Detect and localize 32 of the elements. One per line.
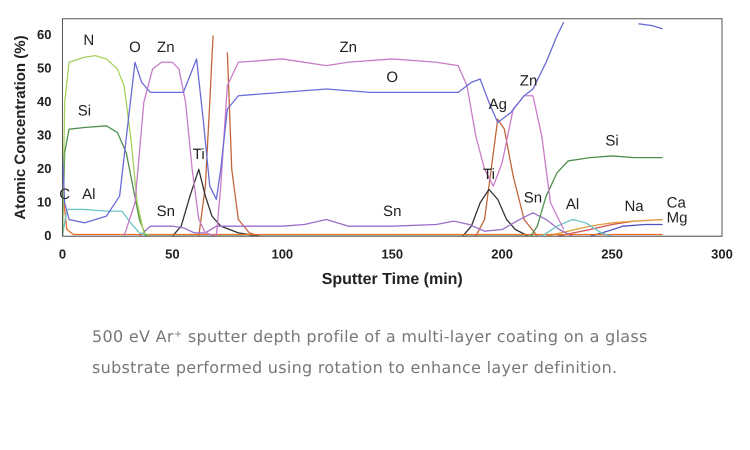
text: 500 eV Ar⁺ sputter depth profile of a multi-layer coating on a glass substrate performed using rotation to enhance layer definition. — [92, 326, 649, 379]
annotation: Mg — [666, 210, 688, 227]
annotation: N — [83, 32, 94, 50]
annotation: Zn — [157, 38, 175, 56]
y-tick-label: 40 — [36, 94, 52, 109]
annotation: Zn — [340, 38, 358, 56]
x-tick-label: 50 — [165, 246, 180, 262]
x-tick-label: 150 — [381, 246, 404, 262]
x-axis-title: Sputter Time (min) — [322, 270, 463, 288]
y-tick-label: 30 — [36, 127, 52, 142]
annotation: Zn — [520, 72, 538, 90]
annotation: Si — [605, 132, 619, 150]
x-tick-label: 300 — [711, 246, 733, 262]
x-tick-label: 100 — [271, 246, 294, 262]
annotation: O — [386, 69, 398, 86]
y-tick-label: 60 — [36, 27, 52, 42]
annotation: Ti — [192, 146, 205, 163]
y-tick-label: 0 — [44, 228, 52, 243]
annotation: O — [129, 38, 141, 56]
annotation: Si — [78, 102, 92, 120]
annotation: Sn — [524, 189, 542, 206]
y-tick-label: 10 — [36, 194, 52, 210]
annotation: Al — [566, 196, 580, 214]
y-tick-label: 20 — [36, 160, 52, 176]
annotation: Al — [82, 186, 96, 204]
x-tick-label: 0 — [58, 246, 66, 262]
x-tick-label: 250 — [601, 246, 623, 262]
annotation: Na — [624, 198, 644, 215]
x-tick-label: 200 — [491, 246, 514, 262]
y-tick-label: 50 — [36, 60, 52, 76]
y-axis-title: Atomic Concentration (%) — [12, 35, 30, 220]
annotation: Ca — [666, 194, 686, 212]
